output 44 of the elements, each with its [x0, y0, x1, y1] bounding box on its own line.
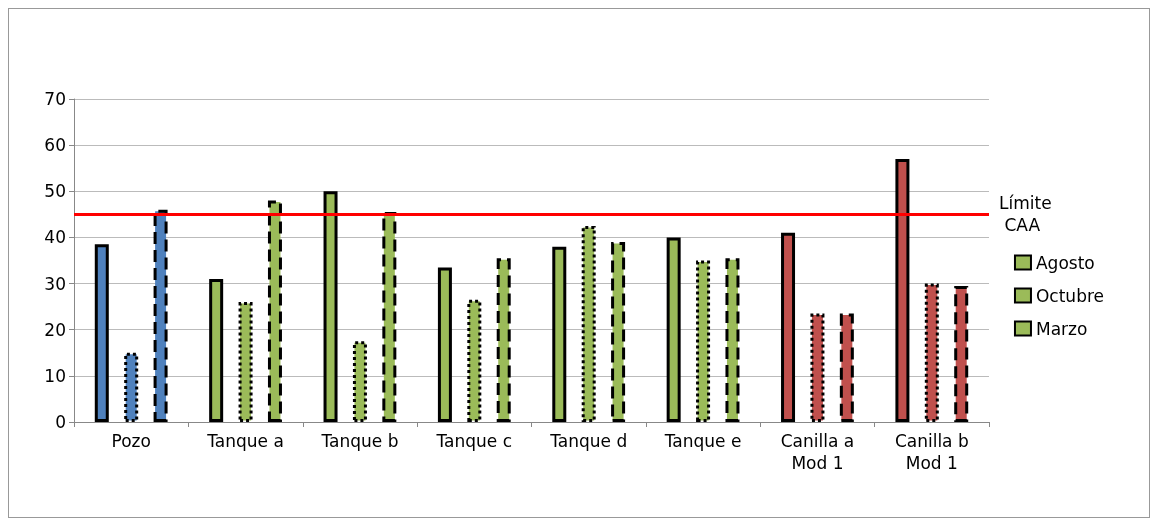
bar — [437, 267, 452, 422]
ref-line-label: Límite CAA — [999, 193, 1052, 236]
x-tick-label: Tanque e — [663, 431, 742, 451]
bar — [781, 232, 796, 422]
x-tick-label: Tanque a — [206, 431, 284, 451]
bar — [467, 299, 482, 422]
bar — [238, 302, 253, 422]
bar — [124, 352, 139, 422]
bar — [696, 260, 711, 422]
bar — [611, 242, 626, 422]
bar — [323, 191, 338, 422]
bar — [581, 225, 596, 422]
y-tick-label: 10 — [44, 365, 66, 386]
y-tick-label: 60 — [44, 135, 66, 156]
bar — [267, 200, 282, 422]
bar — [209, 278, 224, 422]
x-tick-label: Pozo — [111, 431, 151, 451]
x-tick-label: Tanque d — [549, 431, 628, 451]
bar — [839, 313, 854, 422]
bar — [666, 237, 681, 422]
bar — [725, 258, 740, 422]
y-tick-label: 50 — [44, 181, 66, 202]
bar — [352, 341, 367, 422]
y-tick-label: 0 — [55, 412, 66, 432]
x-tick-label: Tanque c — [435, 431, 513, 451]
bar — [94, 244, 109, 422]
bar — [954, 285, 969, 422]
bar — [810, 313, 825, 422]
y-tick-label: 30 — [44, 273, 66, 294]
legend-label: Octubre — [1035, 285, 1105, 306]
bar — [382, 212, 397, 422]
y-tick-label: 70 — [44, 89, 66, 109]
legend-label: Agosto — [1035, 252, 1095, 273]
bar — [153, 209, 168, 422]
y-tick-label: 40 — [44, 227, 66, 248]
bar — [496, 258, 511, 422]
y-tick-label: 20 — [44, 319, 66, 340]
x-tick-label: Canilla b Mod 1 — [894, 431, 969, 473]
legend-label: Marzo — [1035, 318, 1088, 339]
x-tick-label: Canilla a Mod 1 — [780, 431, 855, 473]
bar — [895, 158, 910, 422]
bar — [924, 283, 939, 422]
x-tick-label: Tanque b — [320, 431, 399, 451]
bar — [552, 246, 567, 422]
